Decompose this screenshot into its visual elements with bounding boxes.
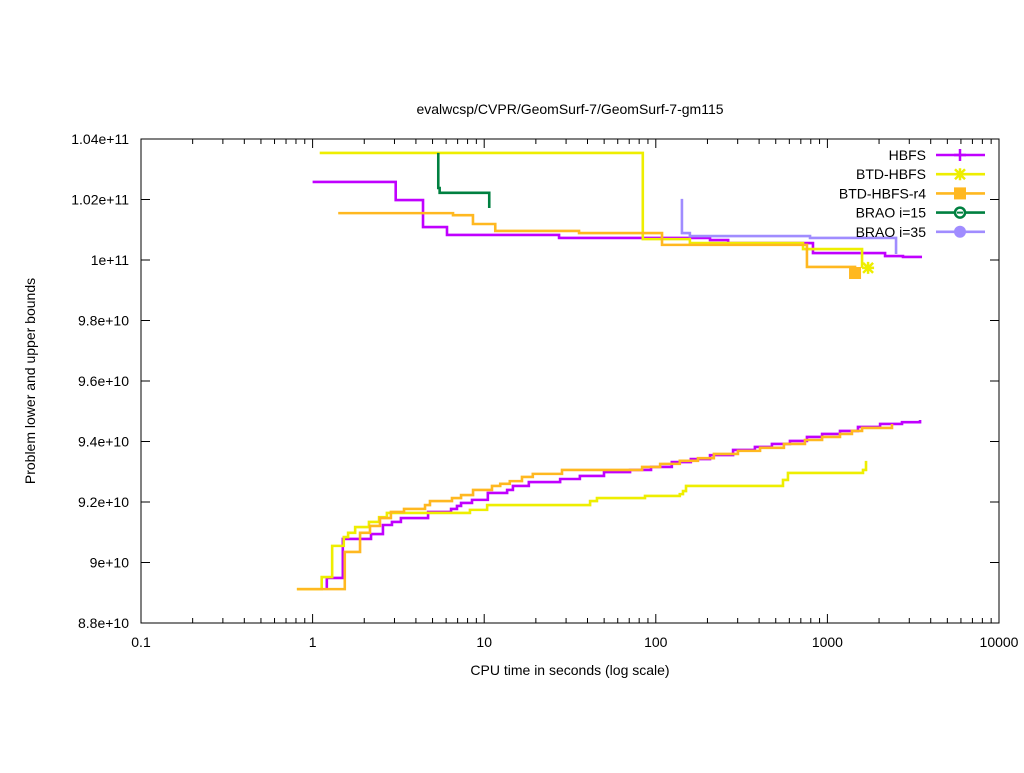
- plot-frame: [140, 138, 1000, 624]
- x-tick-label: 10: [476, 634, 492, 650]
- circle-marker: [954, 225, 966, 238]
- legend-label-hbfs: HBFS: [889, 147, 926, 163]
- chart-title: evalwcsp/CVPR/GeomSurf-7/GeomSurf-7-gm11…: [416, 101, 723, 117]
- legend: HBFS BTD-HBFS BTD-HBFS-r4 BRAO i=15 BRAO i=3…: [839, 147, 985, 240]
- x-tick-label: 100: [644, 634, 668, 650]
- legend-marker-brao-i-15: [953, 206, 967, 219]
- legend-label-btd-hbfs: BTD-HBFS: [856, 166, 926, 182]
- y-tick-label: 8.8e+10: [78, 615, 129, 631]
- y-tick-label: 9.2e+10: [78, 494, 129, 510]
- x-tick-label: 1: [309, 634, 317, 650]
- x-tick-label: 10000: [980, 634, 1019, 650]
- series-brao-i-35-upper-bound: [680, 198, 898, 254]
- legend-label-brao-i-35: BRAO i=35: [856, 224, 927, 240]
- series-hbfs-upper-bound: [312, 180, 923, 259]
- star-marker: [862, 261, 875, 274]
- legend-marker-hbfs: [954, 149, 966, 161]
- y-tick-label: 9.4e+10: [78, 434, 129, 450]
- star-marker: [954, 168, 966, 181]
- square-marker: [954, 187, 966, 200]
- series-hbfs-lower-bound: [325, 420, 922, 590]
- y-tick-label: 1.02e+11: [71, 192, 129, 208]
- y-tick-label: 1.04e+11: [71, 131, 129, 147]
- y-tick-label: 9e+10: [90, 555, 130, 571]
- x-tick-label: 1000: [812, 634, 843, 650]
- series-brao-i-15-upper-bound: [436, 152, 491, 208]
- legend-marker-btd-hbfs-r4: [954, 187, 966, 200]
- series-btd-hbfs-r4-upper-bound: [338, 211, 857, 274]
- y-tick-label: 9.8e+10: [78, 313, 129, 329]
- x-tick-label: 0.1: [131, 634, 151, 650]
- legend-marker-brao-i-35: [954, 225, 966, 238]
- legend-marker-btd-hbfs: [954, 168, 966, 181]
- series-btd-hbfs-r4-lower-bound: [296, 423, 894, 591]
- series-btd-hbfs-r4-end-marker: [849, 267, 862, 280]
- square-marker: [849, 267, 862, 280]
- series-btd-hbfs-lower-bound: [296, 460, 868, 591]
- x-axis-label: CPU time in seconds (log scale): [470, 662, 669, 678]
- legend-label-btd-hbfs-r4: BTD-HBFS-r4: [839, 185, 926, 201]
- legend-label-brao-i-15: BRAO i=15: [856, 205, 927, 221]
- series-btd-hbfs-upper-bound: [319, 151, 864, 268]
- y-axis-label: Problem lower and upper bounds: [22, 278, 38, 484]
- y-tick-label: 1e+11: [91, 252, 129, 268]
- y-tick-label: 9.6e+10: [78, 373, 129, 389]
- series-btd-hbfs-end-marker: [862, 261, 875, 274]
- plus-marker: [954, 149, 966, 161]
